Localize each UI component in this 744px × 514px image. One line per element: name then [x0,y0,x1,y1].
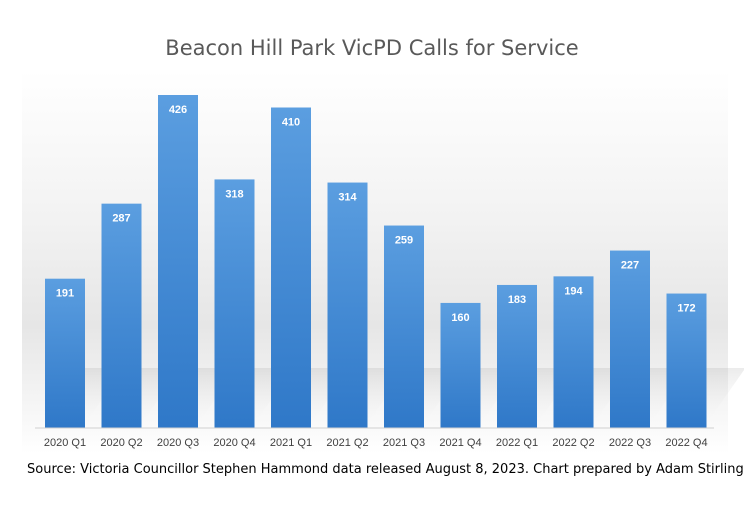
data-label: 314 [338,192,357,204]
data-label: 426 [169,104,187,116]
bar-2022-q4 [666,293,707,428]
data-label: 191 [56,288,74,300]
x-tick-label: 2021 Q3 [383,437,425,449]
x-tick-label: 2020 Q4 [213,437,255,449]
data-label: 287 [112,213,130,225]
x-tick-label: 2022 Q2 [552,437,594,449]
x-tick-label: 2021 Q4 [439,437,481,449]
source-note: Source: Victoria Councillor Stephen Hamm… [27,462,744,477]
data-label: 410 [282,117,300,129]
bar-2021-q2 [327,182,368,428]
x-tick-label: 2022 Q1 [496,437,538,449]
bar-2020-q2 [101,203,142,428]
x-tick-label: 2020 Q1 [44,437,86,449]
bar-2020-q3 [158,95,198,428]
x-tick-label: 2020 Q3 [157,437,199,449]
bar-2022-q2 [553,276,594,428]
x-tick-label: 2022 Q3 [609,437,651,449]
x-tick-label: 2020 Q2 [100,437,142,449]
bar-2021-q4 [440,302,481,428]
data-label: 160 [451,312,469,324]
x-tick-label: 2021 Q2 [326,437,368,449]
bar-2021-q3 [384,225,424,428]
data-label: 172 [677,303,695,315]
bar-2020-q1 [45,278,85,428]
data-label: 227 [621,260,639,272]
data-label: 183 [508,294,526,306]
data-label: 259 [395,235,413,247]
bar-2022-q3 [610,250,650,428]
x-tick-label: 2021 Q1 [270,437,312,449]
data-label: 318 [225,188,243,200]
x-tick-label: 2022 Q4 [665,437,707,449]
bar-2021-q1 [271,107,311,428]
chart-title: Beacon Hill Park VicPD Calls for Service [165,36,579,60]
bar-2022-q1 [497,284,537,428]
data-label: 194 [564,285,583,297]
bar-2020-q4 [214,179,255,428]
